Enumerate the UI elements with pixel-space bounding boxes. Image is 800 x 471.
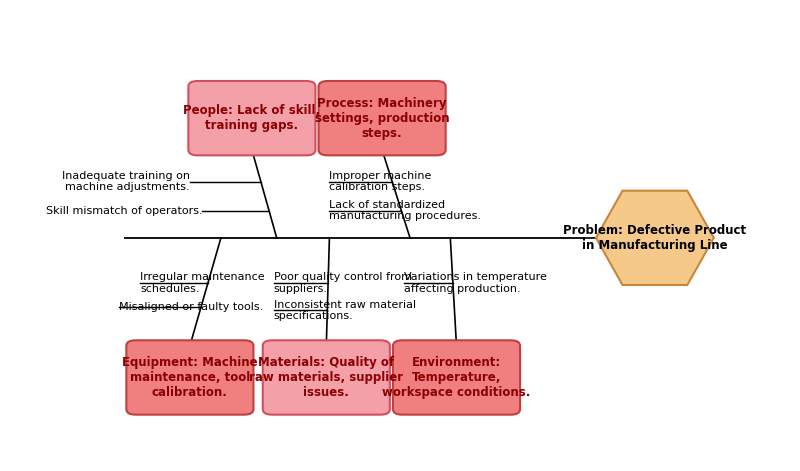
Text: Irregular maintenance
schedules.: Irregular maintenance schedules. xyxy=(140,272,265,294)
Text: Poor quality control from
suppliers.: Poor quality control from suppliers. xyxy=(274,272,412,294)
FancyBboxPatch shape xyxy=(318,81,446,155)
Text: Problem: Defective Product
in Manufacturing Line: Problem: Defective Product in Manufactur… xyxy=(563,224,746,252)
Text: Lack of standardized
manufacturing procedures.: Lack of standardized manufacturing proce… xyxy=(330,200,482,221)
Text: People: Lack of skill,
training gaps.: People: Lack of skill, training gaps. xyxy=(183,104,321,132)
Text: Variations in temperature
affecting production.: Variations in temperature affecting prod… xyxy=(404,272,546,294)
Text: Improper machine
calibration steps.: Improper machine calibration steps. xyxy=(330,171,432,193)
Text: Inconsistent raw material
specifications.: Inconsistent raw material specifications… xyxy=(274,300,416,321)
Text: Inadequate training on
machine adjustments.: Inadequate training on machine adjustmen… xyxy=(62,171,190,193)
FancyBboxPatch shape xyxy=(393,341,520,414)
Polygon shape xyxy=(596,191,714,285)
Text: Skill mismatch of operators.: Skill mismatch of operators. xyxy=(46,206,202,216)
FancyBboxPatch shape xyxy=(262,341,390,414)
Text: Materials: Quality of
raw materials, supplier
issues.: Materials: Quality of raw materials, sup… xyxy=(250,356,403,399)
Text: Environment:
Temperature,
workspace conditions.: Environment: Temperature, workspace cond… xyxy=(382,356,530,399)
Text: Equipment: Machine
maintenance, tool
calibration.: Equipment: Machine maintenance, tool cal… xyxy=(122,356,258,399)
Text: Process: Machinery
settings, production
steps.: Process: Machinery settings, production … xyxy=(314,97,450,140)
FancyBboxPatch shape xyxy=(188,81,315,155)
Text: Misaligned or faulty tools.: Misaligned or faulty tools. xyxy=(118,302,263,312)
FancyBboxPatch shape xyxy=(126,341,254,414)
